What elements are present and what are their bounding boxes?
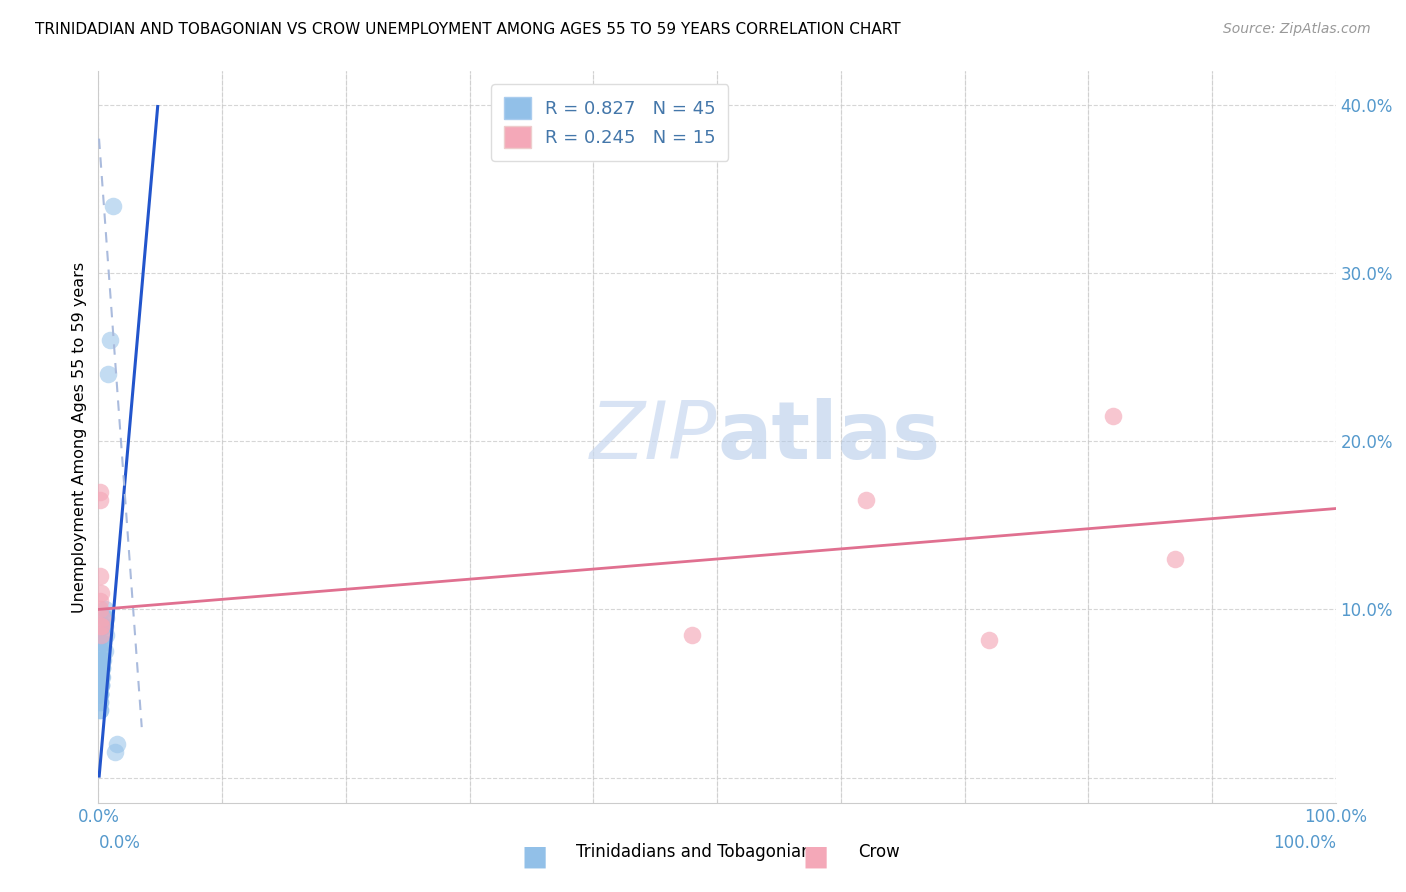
Text: ■: ■ <box>522 843 547 871</box>
Point <box>89 686 111 700</box>
Point <box>89 686 111 700</box>
Point <box>89 569 111 583</box>
Y-axis label: Unemployment Among Ages 55 to 59 years: Unemployment Among Ages 55 to 59 years <box>72 261 87 613</box>
Point <box>90 585 112 599</box>
Text: Trinidadians and Tobagonians: Trinidadians and Tobagonians <box>576 843 821 861</box>
Point <box>90 661 112 675</box>
Point <box>89 703 111 717</box>
Point <box>90 678 112 692</box>
Point <box>103 199 125 213</box>
Text: Source: ZipAtlas.com: Source: ZipAtlas.com <box>1223 22 1371 37</box>
Text: ZIP: ZIP <box>589 398 717 476</box>
Point <box>979 632 1001 647</box>
Point <box>89 493 111 508</box>
Point <box>93 644 115 658</box>
Text: TRINIDADIAN AND TOBAGONIAN VS CROW UNEMPLOYMENT AMONG AGES 55 TO 59 YEARS CORREL: TRINIDADIAN AND TOBAGONIAN VS CROW UNEMP… <box>35 22 901 37</box>
Point <box>90 670 112 684</box>
Point <box>1102 409 1125 423</box>
Point <box>89 686 111 700</box>
Point <box>90 670 112 684</box>
Point <box>90 653 112 667</box>
Point <box>90 653 112 667</box>
Point <box>91 653 114 667</box>
Point <box>90 619 112 633</box>
Point <box>93 619 115 633</box>
Text: 100.0%: 100.0% <box>1272 834 1336 852</box>
Point <box>98 334 121 348</box>
Point <box>93 653 115 667</box>
Point <box>90 661 112 675</box>
Point <box>93 611 115 625</box>
Point <box>91 653 114 667</box>
Point <box>89 484 111 499</box>
Point <box>93 602 115 616</box>
Point <box>91 636 114 650</box>
Point <box>89 678 111 692</box>
Point <box>681 627 703 641</box>
Text: ■: ■ <box>803 843 828 871</box>
Point <box>93 627 115 641</box>
Point <box>90 670 112 684</box>
Point <box>91 661 114 675</box>
Point <box>89 695 111 709</box>
Text: Crow: Crow <box>858 843 900 861</box>
Point <box>91 670 114 684</box>
Point <box>91 661 114 675</box>
Point <box>90 627 112 641</box>
Point <box>90 678 112 692</box>
Point <box>90 678 112 692</box>
Point <box>93 619 115 633</box>
Point <box>94 611 117 625</box>
Point <box>1164 552 1187 566</box>
Point <box>89 695 111 709</box>
Point <box>91 611 114 625</box>
Point <box>89 703 111 717</box>
Point <box>855 493 877 508</box>
Point <box>105 737 128 751</box>
Point <box>89 678 111 692</box>
Point <box>93 636 115 650</box>
Point <box>103 745 125 759</box>
Legend: R = 0.827   N = 45, R = 0.245   N = 15: R = 0.827 N = 45, R = 0.245 N = 15 <box>491 84 728 161</box>
Point <box>97 367 120 381</box>
Point <box>94 627 117 641</box>
Text: atlas: atlas <box>717 398 941 476</box>
Point <box>89 602 111 616</box>
Point <box>89 686 111 700</box>
Point <box>89 594 111 608</box>
Text: 0.0%: 0.0% <box>98 834 141 852</box>
Point <box>90 670 112 684</box>
Point <box>90 661 112 675</box>
Point <box>89 644 111 658</box>
Point <box>90 619 112 633</box>
Point <box>91 644 114 658</box>
